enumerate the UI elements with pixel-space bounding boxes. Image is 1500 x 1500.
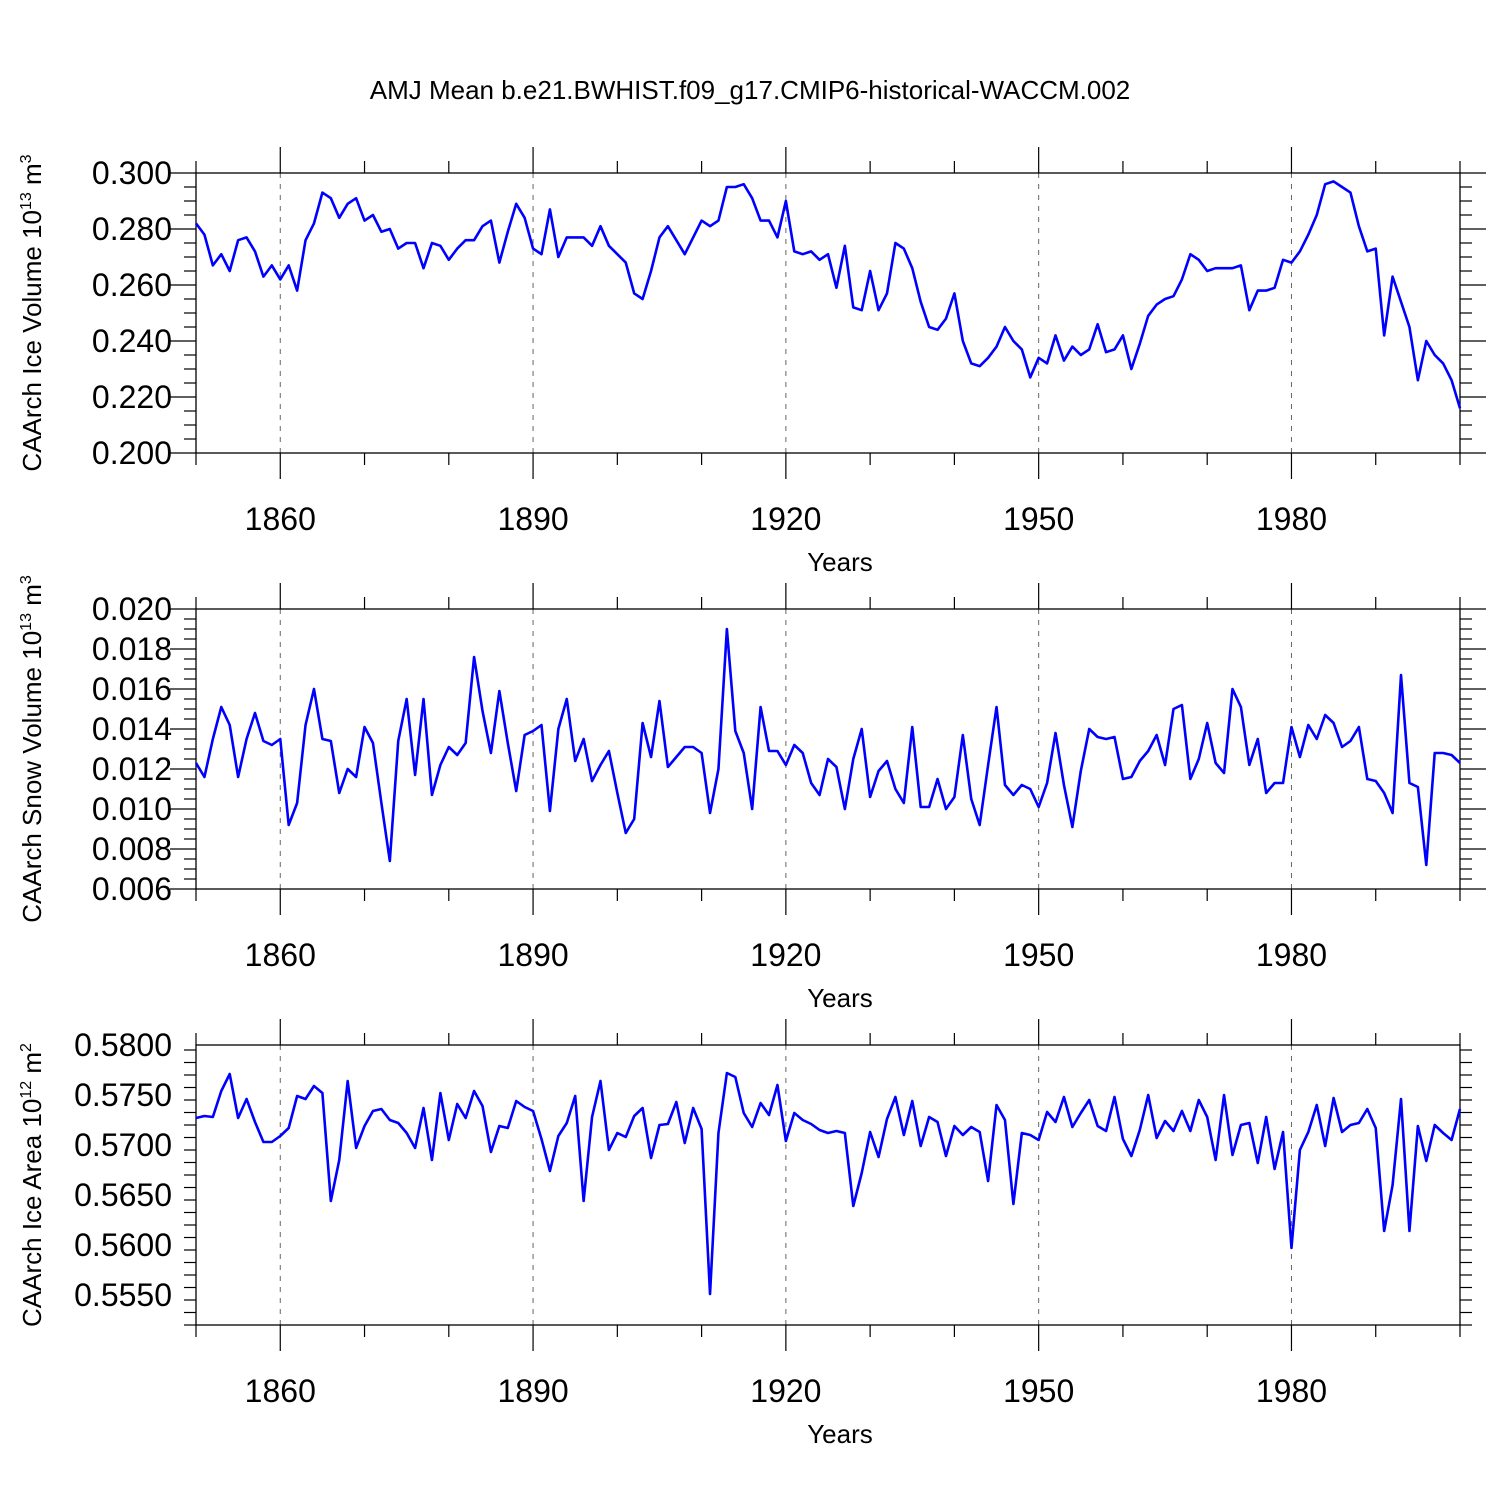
x-tick-label: 1890 — [497, 1373, 568, 1409]
x-tick-label: 1950 — [1003, 1373, 1074, 1409]
y-axis-label: CAArch Ice Area 1012 m2 — [17, 1043, 47, 1327]
panel-1: 1860 1890 1920 1950 1980 Years 0.200 0.220 0.240… — [17, 147, 1486, 577]
y-tick-label: 0.010 — [92, 791, 172, 827]
x-tick-label: 1980 — [1256, 937, 1327, 973]
x-tick-label: 1980 — [1256, 501, 1327, 537]
y-tick-label: 0.014 — [92, 711, 172, 747]
y-tick-label: 0.5550 — [74, 1277, 172, 1313]
y-tick-label: 0.260 — [92, 267, 172, 303]
y-tick-label: 0.5750 — [74, 1077, 172, 1113]
y-tick-label: 0.018 — [92, 631, 172, 667]
x-tick-label: 1950 — [1003, 937, 1074, 973]
y-tick-label: 0.008 — [92, 831, 172, 867]
x-tick-label: 1980 — [1256, 1373, 1327, 1409]
plot-frame — [195, 608, 1461, 890]
y-tick-label: 0.016 — [92, 671, 172, 707]
x-tick-label: 1920 — [750, 501, 821, 537]
chart-title: AMJ Mean b.e21.BWHIST.f09_g17.CMIP6-hist… — [370, 75, 1131, 105]
x-tick-label: 1890 — [497, 937, 568, 973]
y-tick-label: 0.200 — [92, 435, 172, 471]
series-line-3 — [195, 1071, 1462, 1296]
chart-panels: 1860 1890 1920 1950 1980 Years 0.200 0.220 0.240… — [17, 147, 1486, 1449]
y-tick-label: 0.020 — [92, 591, 172, 627]
y-tick-label: 0.5600 — [74, 1227, 172, 1263]
x-tick-label: 1890 — [497, 501, 568, 537]
x-tick-label: 1920 — [750, 937, 821, 973]
x-axis-label: Years — [807, 1419, 873, 1449]
x-tick-label: 1860 — [245, 1373, 316, 1409]
y-tick-label: 0.220 — [92, 379, 172, 415]
x-axis-label: Years — [807, 547, 873, 577]
series-line-1 — [194, 180, 1462, 409]
y-tick-label: 0.280 — [92, 211, 172, 247]
plot-frame — [195, 1044, 1461, 1326]
x-tick-label: 1860 — [245, 937, 316, 973]
y-tick-label: 0.5800 — [74, 1027, 172, 1063]
y-tick-label: 0.5700 — [74, 1127, 172, 1163]
x-axis-label: Years — [807, 983, 873, 1013]
panel-3: 1860 1890 1920 1950 1980 Years 0.5550 0.5600 0.5… — [17, 1019, 1472, 1449]
y-axis-label: CAArch Ice Volume 1013 m3 — [17, 154, 47, 471]
y-tick-label: 0.240 — [92, 323, 172, 359]
plot-frame — [195, 172, 1461, 454]
panel-2: 1860 1890 1920 1950 1980 Years 0.006 0.008 0.010… — [17, 575, 1486, 1013]
x-tick-label: 1860 — [245, 501, 316, 537]
x-tick-label: 1950 — [1003, 501, 1074, 537]
y-tick-label: 0.012 — [92, 751, 172, 787]
series-line-2 — [194, 627, 1461, 867]
y-tick-label: 0.006 — [92, 871, 172, 907]
x-tick-label: 1920 — [750, 1373, 821, 1409]
y-tick-label: 0.5650 — [74, 1177, 172, 1213]
y-tick-label: 0.300 — [92, 155, 172, 191]
y-axis-label: CAArch Snow Volume 1013 m3 — [17, 575, 47, 923]
